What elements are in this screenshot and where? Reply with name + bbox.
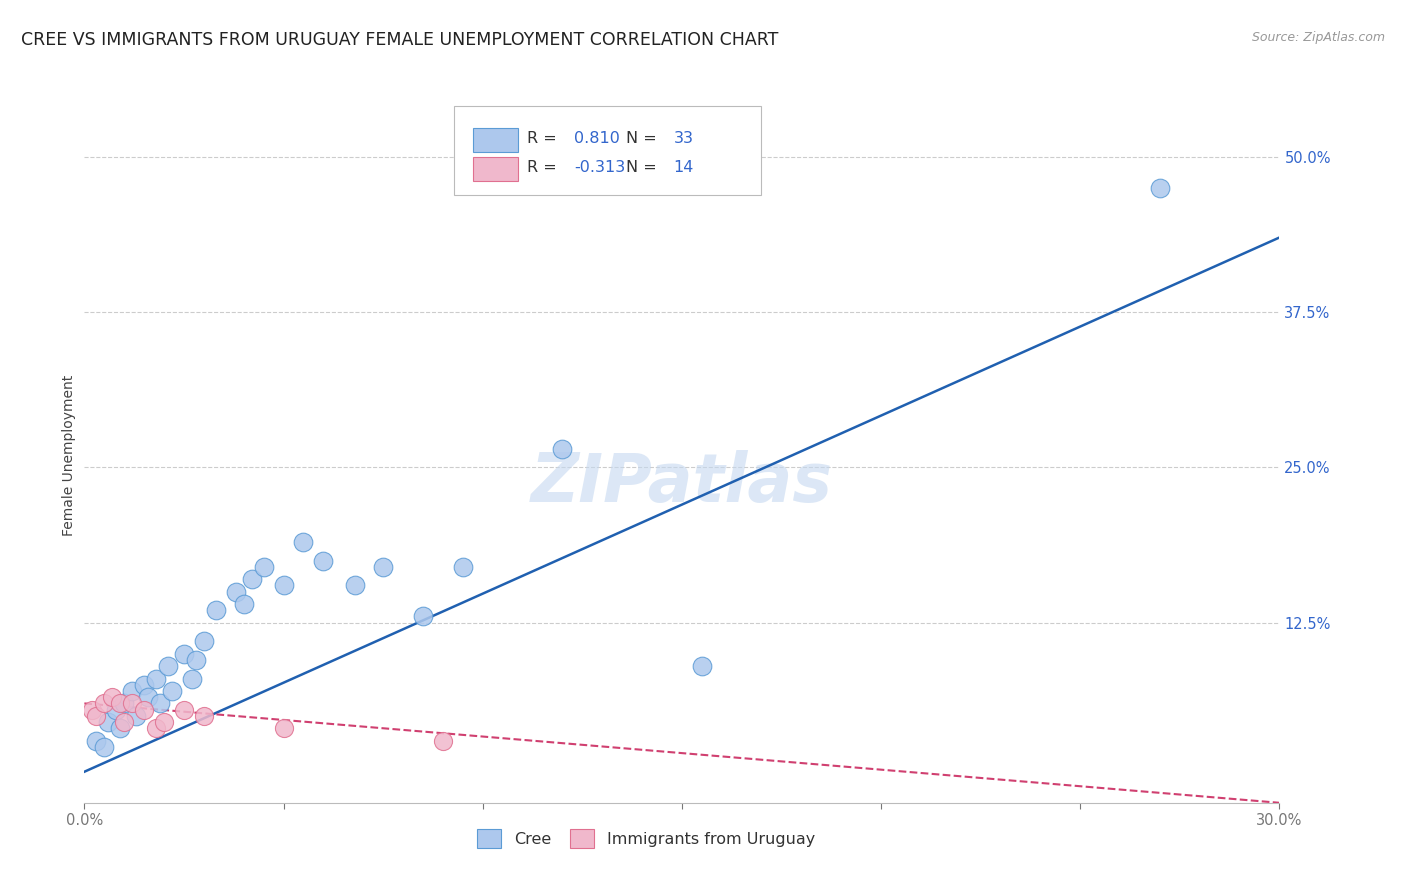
Point <box>145 672 167 686</box>
Point <box>101 690 124 705</box>
Text: N =: N = <box>626 160 662 175</box>
Point <box>132 678 156 692</box>
Point <box>193 634 215 648</box>
Point <box>232 597 254 611</box>
Text: R =: R = <box>527 160 561 175</box>
Point <box>551 442 574 456</box>
Point <box>344 578 367 592</box>
Point <box>432 733 454 747</box>
Text: 33: 33 <box>673 131 693 146</box>
Point <box>412 609 434 624</box>
Text: 0.810: 0.810 <box>575 131 620 146</box>
Text: CREE VS IMMIGRANTS FROM URUGUAY FEMALE UNEMPLOYMENT CORRELATION CHART: CREE VS IMMIGRANTS FROM URUGUAY FEMALE U… <box>21 31 779 49</box>
Text: ZIPatlas: ZIPatlas <box>531 450 832 516</box>
Point <box>160 684 183 698</box>
Point <box>82 703 104 717</box>
Point <box>145 721 167 735</box>
Point <box>105 703 128 717</box>
Point <box>181 672 204 686</box>
Point <box>173 647 195 661</box>
Point <box>112 714 135 729</box>
Point <box>149 697 172 711</box>
Point <box>312 553 335 567</box>
Point <box>1149 181 1171 195</box>
Point <box>173 703 195 717</box>
Point <box>690 659 713 673</box>
Y-axis label: Female Unemployment: Female Unemployment <box>62 375 76 535</box>
Point <box>225 584 247 599</box>
Point <box>157 659 180 673</box>
Point <box>292 534 315 549</box>
Point <box>184 653 207 667</box>
Legend: Cree, Immigrants from Uruguay: Cree, Immigrants from Uruguay <box>471 822 821 854</box>
Text: 14: 14 <box>673 160 695 175</box>
Point <box>93 739 115 754</box>
Point <box>110 697 132 711</box>
Point <box>373 559 395 574</box>
Text: R =: R = <box>527 131 561 146</box>
Text: -0.313: -0.313 <box>575 160 626 175</box>
Point <box>121 697 143 711</box>
Point <box>273 578 295 592</box>
Point <box>112 697 135 711</box>
Point <box>132 703 156 717</box>
Point <box>205 603 228 617</box>
Point <box>125 708 148 723</box>
Text: Source: ZipAtlas.com: Source: ZipAtlas.com <box>1251 31 1385 45</box>
Point <box>240 572 263 586</box>
Point <box>86 708 108 723</box>
Point <box>97 714 120 729</box>
Point <box>273 721 295 735</box>
Point <box>93 697 115 711</box>
Point <box>121 684 143 698</box>
Point <box>253 559 276 574</box>
Point <box>193 708 215 723</box>
Point <box>153 714 176 729</box>
Text: N =: N = <box>626 131 662 146</box>
Point <box>86 733 108 747</box>
Point <box>110 721 132 735</box>
Point <box>136 690 159 705</box>
Point <box>451 559 474 574</box>
